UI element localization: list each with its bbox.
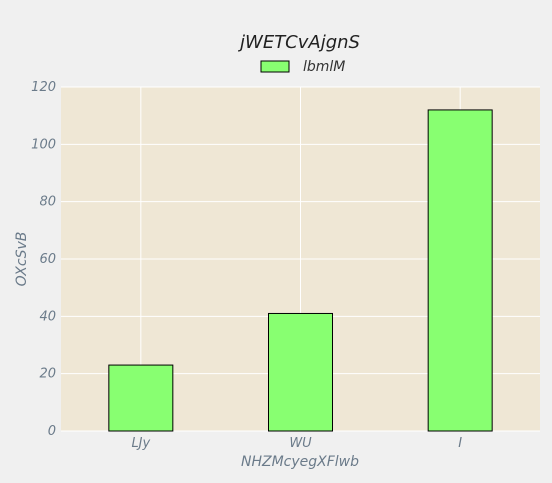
x-tick-label: WU — [289, 436, 312, 451]
bar-I — [427, 109, 493, 432]
legend-label: lbmlM — [303, 59, 345, 75]
bar-WU — [268, 312, 333, 432]
chart-title: jWETCvAjgnS — [237, 32, 360, 53]
y-tick-label: 80 — [39, 195, 56, 210]
legend-swatch — [260, 60, 290, 73]
bar-LJy — [108, 364, 174, 432]
x-axis-label: NHZMcyegXFlwb — [241, 454, 359, 470]
x-axis-ticks: LJy WU I — [131, 436, 462, 451]
x-tick-label: I — [458, 436, 462, 451]
bars — [108, 109, 493, 432]
y-axis-label: OXcSvB — [14, 232, 30, 287]
y-axis-ticks: 0 20 40 60 80 100 120 — [31, 80, 56, 439]
y-tick-label: 100 — [31, 137, 56, 152]
legend: lbmlM — [260, 59, 345, 75]
x-tick-label: LJy — [131, 436, 150, 451]
y-tick-label: 60 — [39, 252, 56, 267]
y-tick-label: 120 — [31, 80, 56, 95]
y-tick-label: 20 — [39, 367, 56, 382]
y-tick-label: 40 — [39, 309, 56, 324]
y-tick-label: 0 — [48, 424, 56, 439]
